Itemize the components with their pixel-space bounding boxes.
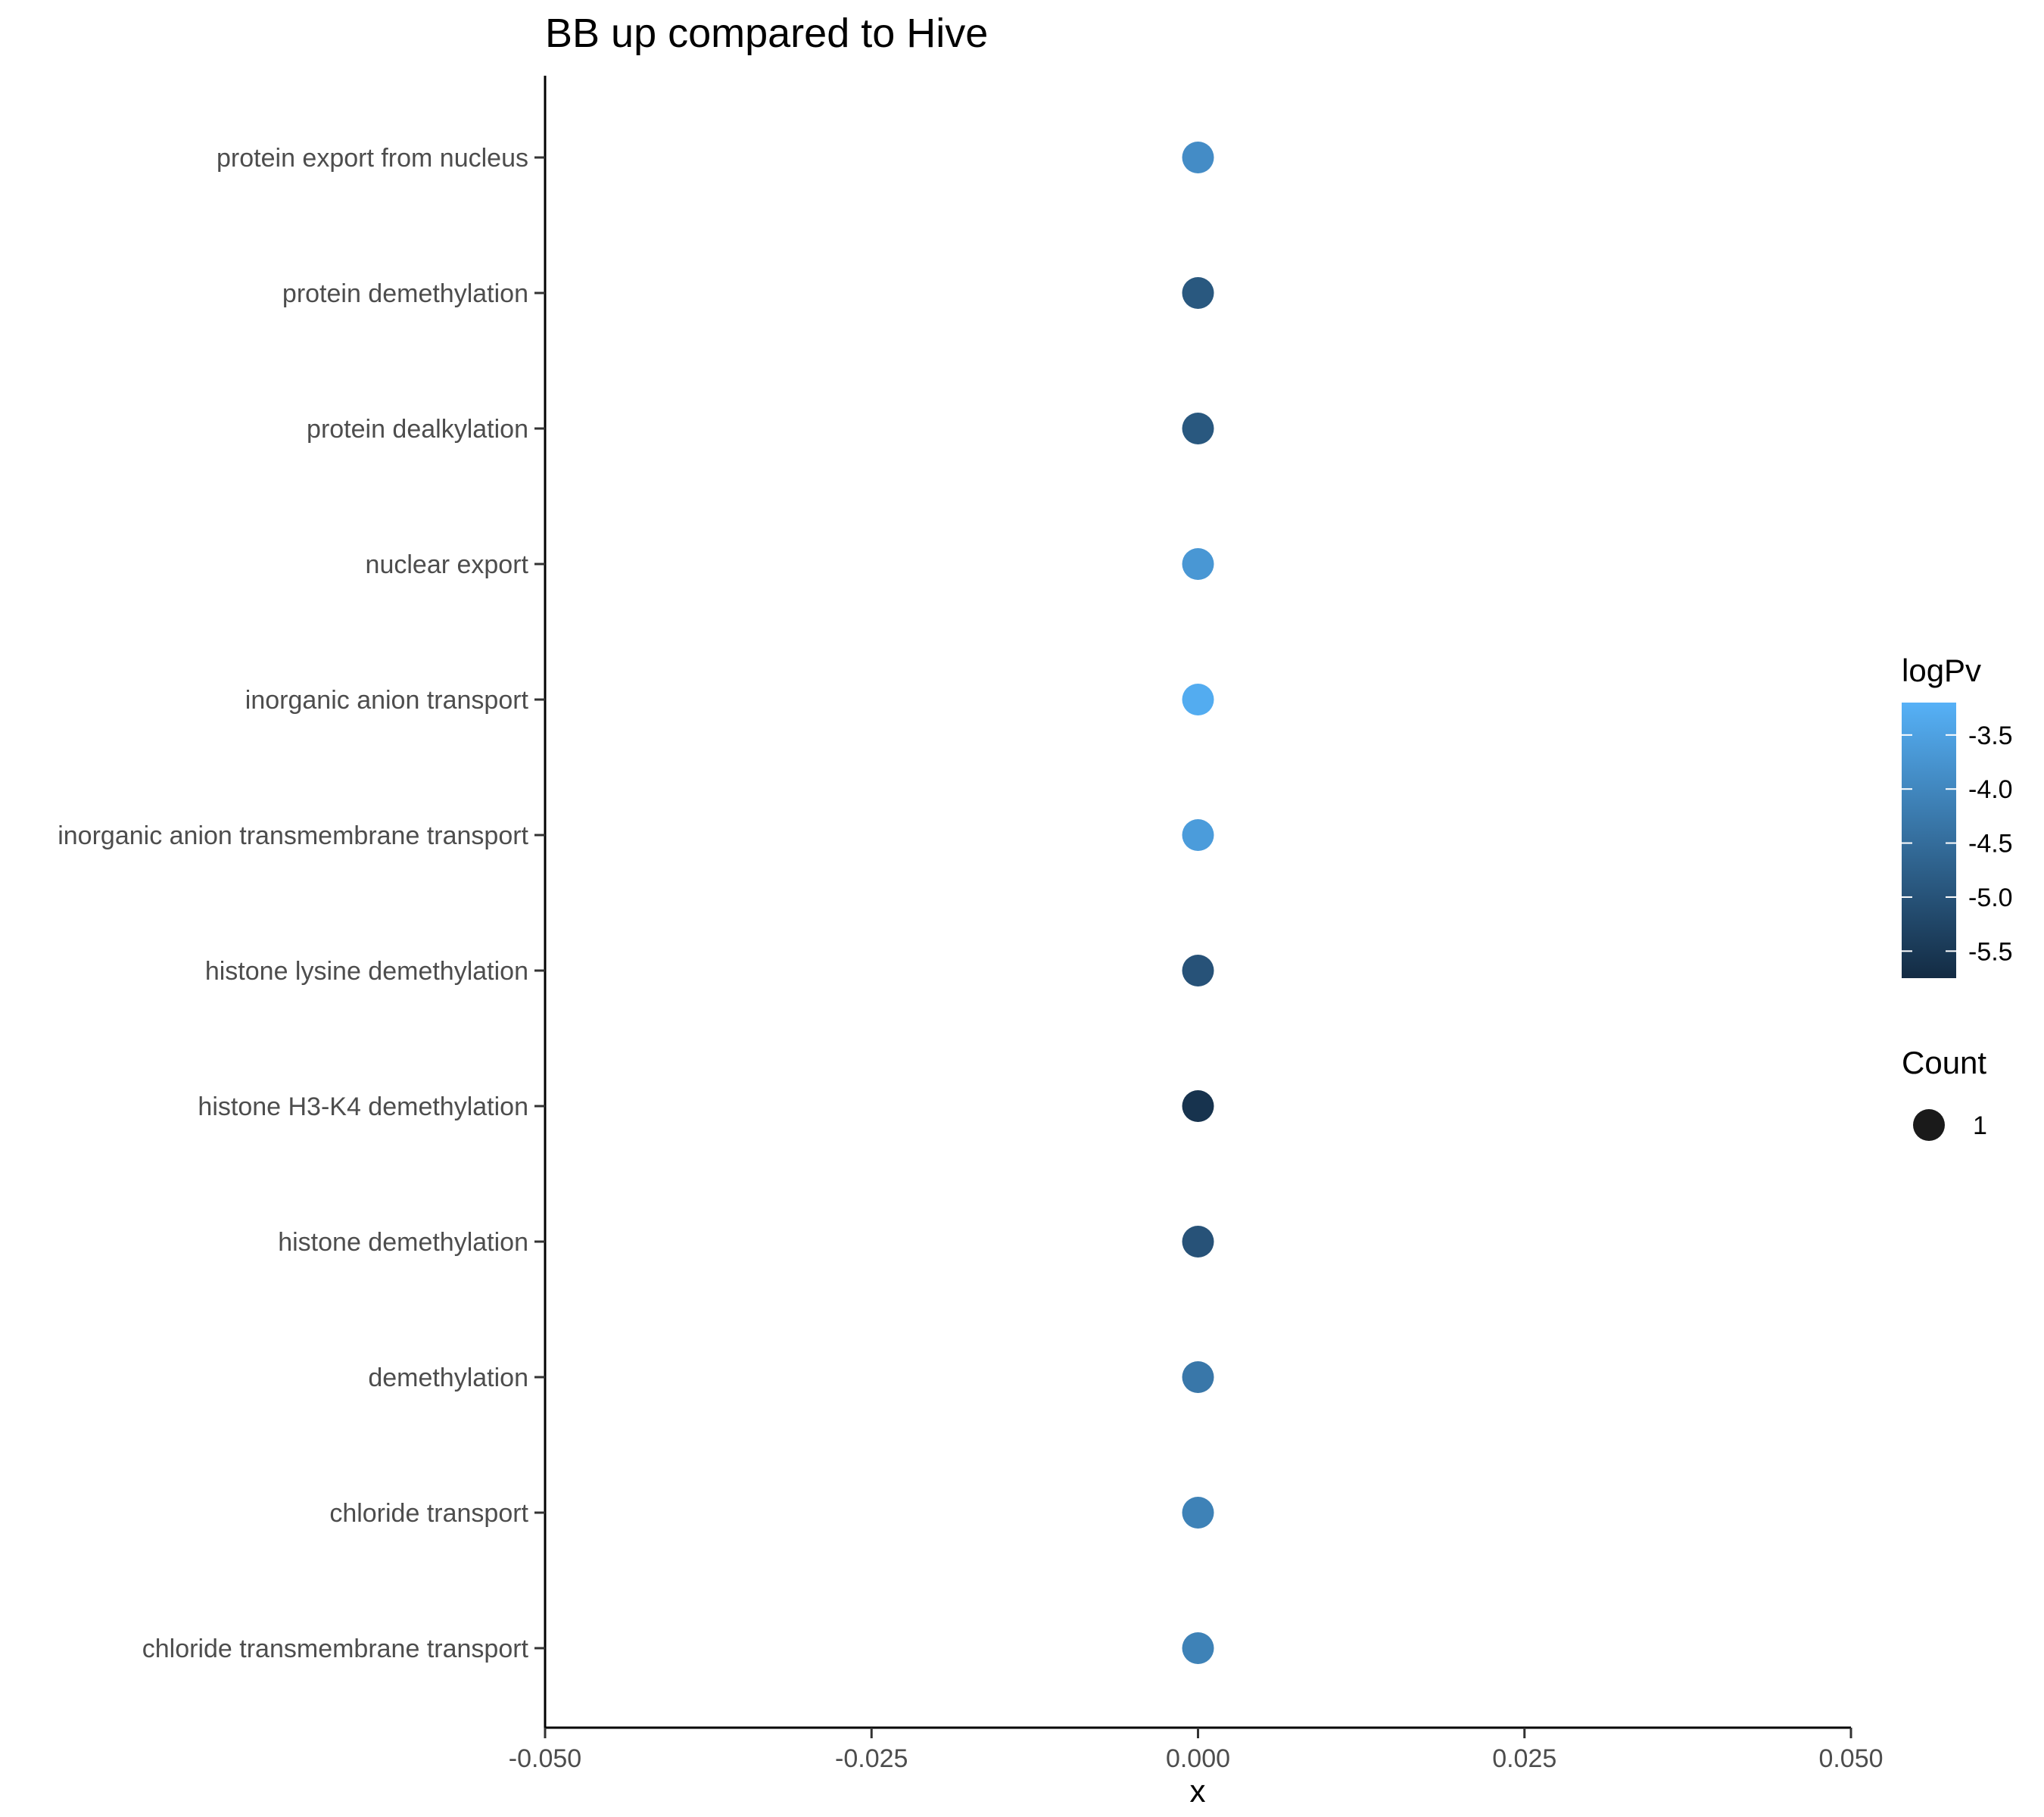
- y-tick-label: chloride transmembrane transport: [142, 1635, 529, 1663]
- color-bar: [1902, 703, 1956, 978]
- y-tick-label: histone lysine demethylation: [205, 957, 528, 986]
- chart-title: BB up compared to Hive: [545, 11, 988, 56]
- x-axis-title: x: [1190, 1773, 1206, 1809]
- y-tick-label: nuclear export: [366, 550, 529, 579]
- color-bar-label: -5.0: [1968, 884, 2013, 912]
- y-tick-label: demethylation: [368, 1364, 528, 1392]
- data-point: [1182, 1226, 1214, 1258]
- color-bar-label: -4.5: [1968, 830, 2013, 859]
- y-tick-label: protein dealkylation: [307, 415, 528, 444]
- x-tick-label: 0.025: [1492, 1744, 1556, 1773]
- x-tick-label: -0.025: [835, 1744, 908, 1773]
- y-tick-label: chloride transport: [329, 1499, 528, 1528]
- x-tick-label: 0.050: [1818, 1744, 1883, 1773]
- data-point: [1182, 413, 1214, 444]
- legend: logPv -3.5 -4.0 -4.5 -5.0 -5.5 Count 1: [1902, 653, 2013, 1141]
- y-tick-label: histone H3-K4 demethylation: [198, 1092, 528, 1121]
- plot-area: protein export from nucleus protein demet…: [58, 76, 1884, 1773]
- color-legend-title: logPv: [1902, 653, 1981, 688]
- y-tick-label: protein demethylation: [282, 279, 528, 308]
- data-point: [1182, 1497, 1214, 1529]
- data-point: [1182, 548, 1214, 580]
- color-bar-label: -4.0: [1968, 775, 2013, 804]
- data-point: [1182, 684, 1214, 715]
- x-tick-label: 0.000: [1166, 1744, 1230, 1773]
- y-tick-label: inorganic anion transport: [245, 686, 529, 715]
- color-bar-ticks: -3.5 -4.0 -4.5 -5.0 -5.5: [1902, 722, 2013, 966]
- color-bar-label: -5.5: [1968, 937, 2013, 966]
- data-point: [1182, 1632, 1214, 1664]
- size-legend-title: Count: [1902, 1045, 1986, 1080]
- data-point: [1182, 277, 1214, 309]
- data-point: [1182, 955, 1214, 986]
- data-point: [1182, 819, 1214, 851]
- size-legend-label: 1: [1973, 1111, 1987, 1140]
- data-point: [1182, 1361, 1214, 1393]
- y-tick-label: histone demethylation: [278, 1228, 528, 1257]
- size-legend-key: [1913, 1109, 1945, 1141]
- x-tick-label: -0.050: [509, 1744, 581, 1773]
- data-point: [1182, 142, 1214, 173]
- y-tick-label: protein export from nucleus: [217, 144, 528, 173]
- y-tick-label: inorganic anion transmembrane transport: [58, 821, 528, 850]
- data-point: [1182, 1090, 1214, 1122]
- color-bar-label: -3.5: [1968, 722, 2013, 750]
